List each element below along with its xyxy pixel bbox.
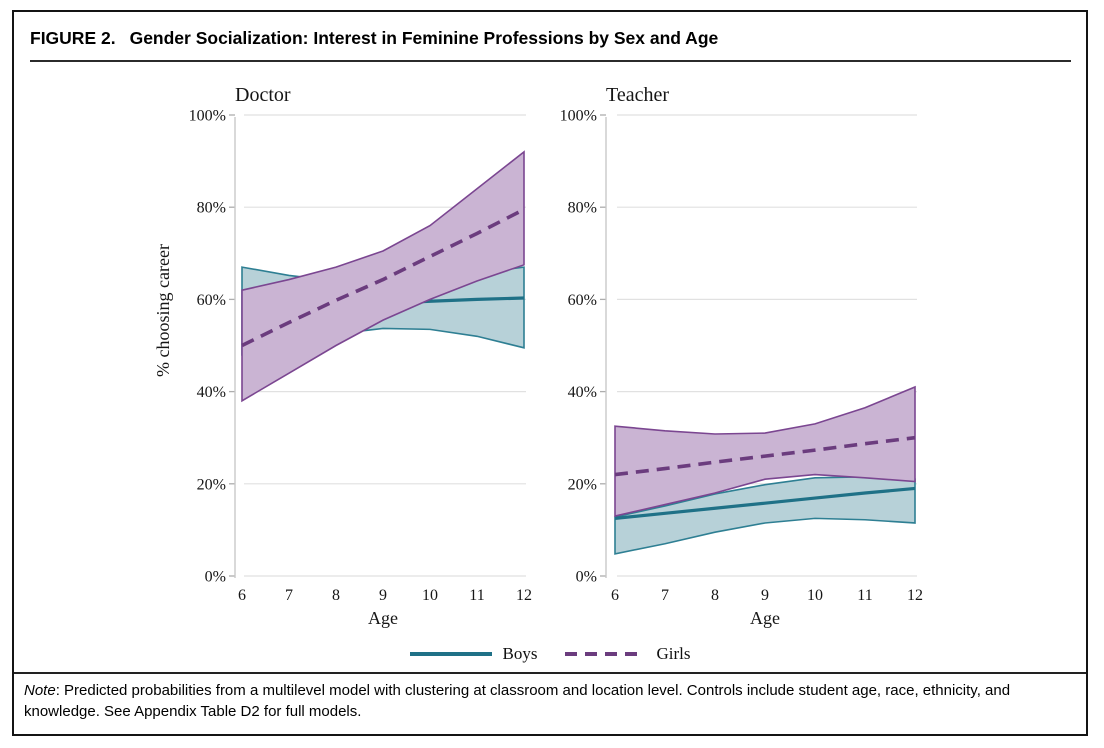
figure-frame: FIGURE 2. Gender Socialization: Interest … — [12, 10, 1088, 736]
note-body: : Predicted probabilities from a multile… — [24, 682, 1011, 720]
x-tick-label: 7 — [661, 587, 669, 604]
doctor-line-chart: 0% 20% 40% 60% 80% 100% 6 7 8 9 10 11 12 Age Doctor % c… — [102, 77, 562, 637]
x-tick-label: 7 — [285, 587, 293, 604]
y-tick-label: 0% — [205, 569, 226, 586]
x-tick-label: 11 — [857, 587, 872, 604]
x-tick-label: 11 — [469, 587, 484, 604]
y-tick-label: 80% — [568, 200, 597, 217]
x-tick-label: 12 — [516, 587, 532, 604]
x-tick-label: 6 — [611, 587, 619, 604]
teacher-line-chart: 0% 20% 40% 60% 80% 100% 6 7 8 9 10 11 12 Age Teacher — [502, 77, 962, 637]
y-tick-label: 100% — [560, 108, 597, 125]
x-tick-label: 9 — [379, 587, 387, 604]
y-tick-label: 40% — [568, 384, 597, 401]
y-tick-label: 20% — [197, 476, 226, 493]
chart-title: Teacher — [606, 84, 669, 106]
x-tick-label: 12 — [907, 587, 923, 604]
figure-note: Note: Predicted probabilities from a mul… — [24, 680, 1070, 722]
note-divider — [14, 672, 1086, 674]
y-tick-label: 60% — [197, 292, 226, 309]
y-tick-label: 60% — [568, 292, 597, 309]
x-tick-label: 10 — [422, 587, 438, 604]
boys-trend-line — [614, 486, 916, 520]
title-divider — [30, 60, 1071, 62]
legend-item-boys: Boys — [409, 644, 538, 664]
chart-title: Doctor — [235, 84, 291, 106]
x-axis-label: Age — [368, 608, 398, 628]
doctor-chart-svg: 0% 20% 40% 60% 80% 100% 6 7 8 9 10 11 12 Age Doctor % c… — [153, 84, 532, 628]
teacher-chart-svg: 0% 20% 40% 60% 80% 100% 6 7 8 9 10 11 12 Age Teacher — [560, 84, 923, 628]
girls-line-swatch — [565, 652, 646, 656]
x-tick-label: 8 — [332, 587, 340, 604]
y-tick-label: 100% — [189, 108, 226, 125]
chart-legend: Boys Girls — [14, 642, 1086, 666]
legend-item-girls: Girls — [565, 644, 690, 664]
girls-confidence-band — [614, 385, 916, 518]
girls-trend-line — [614, 435, 916, 477]
note-prefix: Note — [24, 682, 56, 699]
legend-label-girls: Girls — [656, 644, 691, 663]
legend-label-boys: Boys — [502, 644, 538, 663]
figure-number-label: FIGURE 2. — [30, 28, 116, 48]
figure-title-row: FIGURE 2. Gender Socialization: Interest … — [30, 28, 718, 49]
figure-title: Gender Socialization: Interest in Femini… — [129, 28, 719, 48]
x-tick-label: 10 — [807, 587, 823, 604]
x-tick-label: 8 — [711, 587, 719, 604]
girls-trend-line — [241, 207, 525, 348]
girls-confidence-band — [241, 150, 525, 403]
x-tick-label: 9 — [761, 587, 769, 604]
x-tick-label: 6 — [238, 587, 246, 604]
y-tick-label: 20% — [568, 476, 597, 493]
y-tick-label: 40% — [197, 384, 226, 401]
x-axis-label: Age — [750, 608, 780, 628]
y-tick-label: 0% — [576, 569, 597, 586]
y-tick-label: 80% — [197, 200, 226, 217]
boys-line-swatch — [409, 652, 492, 656]
y-axis-label: % choosing career — [153, 244, 173, 377]
